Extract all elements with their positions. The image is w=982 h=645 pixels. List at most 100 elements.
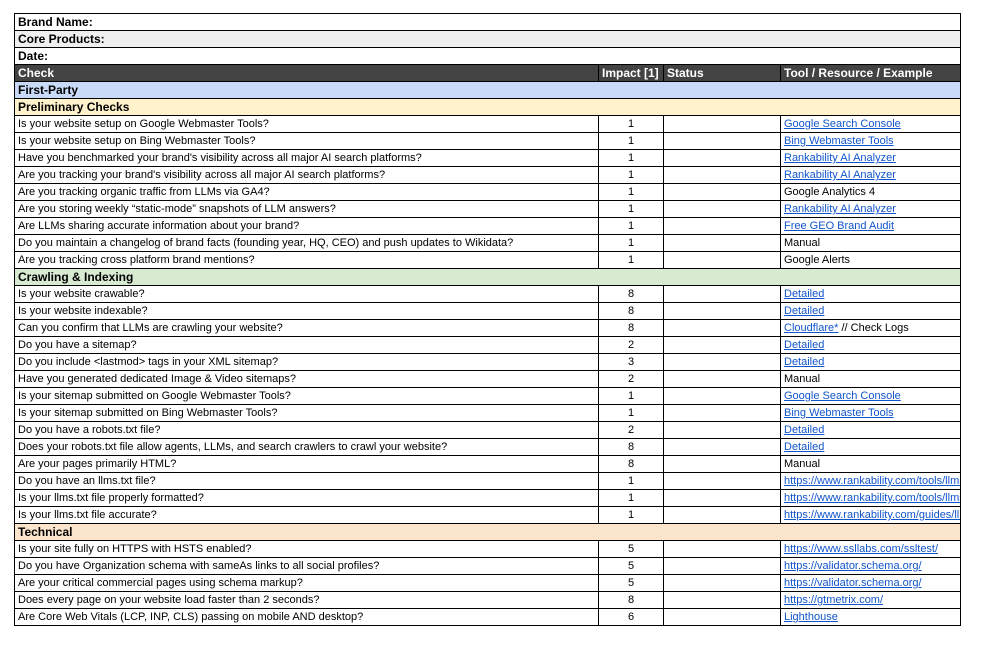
status-cell[interactable] (663, 319, 781, 337)
tool-cell: Lighthouse (780, 608, 961, 626)
check-question: Are you tracking cross platform brand me… (14, 251, 599, 269)
tool-cell: Detailed (780, 285, 961, 303)
column-header-tool: Tool / Resource / Example (780, 64, 961, 82)
tool-link[interactable]: https://validator.schema.org/ (784, 560, 922, 572)
status-cell[interactable] (663, 506, 781, 524)
status-cell[interactable] (663, 149, 781, 167)
tool-cell: Detailed (780, 336, 961, 354)
status-cell[interactable] (663, 336, 781, 354)
check-row: Are LLMs sharing accurate information ab… (14, 217, 961, 235)
tool-link[interactable]: Detailed (784, 356, 825, 368)
status-cell[interactable] (663, 591, 781, 609)
status-cell[interactable] (663, 166, 781, 184)
check-question: Are your critical commercial pages using… (14, 574, 599, 592)
impact-value: 1 (598, 132, 664, 150)
tool-text: Google Analytics 4 (784, 186, 876, 198)
check-row: Have you benchmarked your brand's visibi… (14, 149, 961, 167)
section-header-row: Preliminary Checks (14, 98, 961, 116)
status-cell[interactable] (663, 557, 781, 575)
check-question: Is your website setup on Google Webmaste… (14, 115, 599, 133)
check-question: Are you storing weekly “static-mode” sna… (14, 200, 599, 218)
tool-link[interactable]: Detailed (784, 305, 825, 317)
tool-cell: Manual (780, 455, 961, 473)
tool-link[interactable]: https://www.ssllabs.com/ssltest/ (784, 543, 939, 555)
status-cell[interactable] (663, 387, 781, 405)
tool-link[interactable]: Bing Webmaster Tools (784, 407, 894, 419)
status-cell[interactable] (663, 455, 781, 473)
status-cell[interactable] (663, 302, 781, 320)
check-row: Is your llms.txt file accurate? 1 https://… (14, 506, 961, 524)
impact-value: 5 (598, 557, 664, 575)
impact-value: 1 (598, 251, 664, 269)
section-header-crawling-indexing: Crawling & Indexing (14, 268, 961, 286)
tool-cell: Manual (780, 370, 961, 388)
check-row: Are you tracking organic traffic from LL… (14, 183, 961, 201)
impact-value: 1 (598, 472, 664, 490)
tool-cell: Detailed (780, 302, 961, 320)
status-cell[interactable] (663, 183, 781, 201)
status-cell[interactable] (663, 132, 781, 150)
impact-value: 1 (598, 166, 664, 184)
tool-link[interactable]: Lighthouse (784, 611, 838, 623)
tool-link[interactable]: https://www.rankability.com/tools/llms-t… (784, 492, 961, 504)
tool-link[interactable]: Bing Webmaster Tools (784, 135, 894, 147)
tool-link[interactable]: https://validator.schema.org/ (784, 577, 922, 589)
group-header-row: First-Party (14, 81, 961, 99)
status-cell[interactable] (663, 370, 781, 388)
tool-link[interactable]: https://gtmetrix.com/ (784, 594, 884, 606)
status-cell[interactable] (663, 472, 781, 490)
check-question: Is your sitemap submitted on Bing Webmas… (14, 404, 599, 422)
tool-link[interactable]: Rankability AI Analyzer (784, 152, 896, 164)
status-cell[interactable] (663, 489, 781, 507)
status-cell[interactable] (663, 404, 781, 422)
tool-link[interactable]: Google Search Console (784, 390, 901, 402)
tool-text: Manual (784, 237, 821, 249)
status-cell[interactable] (663, 217, 781, 235)
tool-text: Manual (784, 458, 821, 470)
tool-link[interactable]: Detailed (784, 288, 825, 300)
tool-cell: https://validator.schema.org/ (780, 557, 961, 575)
status-cell[interactable] (663, 115, 781, 133)
tool-link[interactable]: Detailed (784, 441, 825, 453)
status-cell[interactable] (663, 438, 781, 456)
status-cell[interactable] (663, 200, 781, 218)
tool-link[interactable]: https://www.rankability.com/guides/llms (784, 509, 961, 521)
check-question: Is your website crawable? (14, 285, 599, 303)
impact-value: 1 (598, 149, 664, 167)
tool-cell: Free GEO Brand Audit (780, 217, 961, 235)
status-cell[interactable] (663, 574, 781, 592)
check-question: Do you have Organization schema with sam… (14, 557, 599, 575)
impact-value: 1 (598, 183, 664, 201)
status-cell[interactable] (663, 285, 781, 303)
check-question: Is your llms.txt file accurate? (14, 506, 599, 524)
check-row: Do you include <lastmod> tags in your XM… (14, 353, 961, 371)
tool-link[interactable]: Cloudflare* (784, 322, 839, 334)
tool-link[interactable]: https://www.rankability.com/tools/llms-g (784, 475, 961, 487)
status-cell[interactable] (663, 353, 781, 371)
tool-link[interactable]: Rankability AI Analyzer (784, 203, 896, 215)
check-row: Are you storing weekly “static-mode” sna… (14, 200, 961, 218)
status-cell[interactable] (663, 421, 781, 439)
tool-cell: Rankability AI Analyzer (780, 200, 961, 218)
status-cell[interactable] (663, 234, 781, 252)
check-row: Do you have an llms.txt file? 1 https://ww… (14, 472, 961, 490)
check-question: Is your llms.txt file properly formatted… (14, 489, 599, 507)
tool-suffix: // Check Logs (838, 322, 909, 334)
tool-link[interactable]: Google Search Console (784, 118, 901, 130)
impact-value: 1 (598, 217, 664, 235)
impact-value: 1 (598, 404, 664, 422)
check-row: Can you confirm that LLMs are crawling y… (14, 319, 961, 337)
status-cell[interactable] (663, 608, 781, 626)
impact-value: 6 (598, 608, 664, 626)
impact-value: 8 (598, 285, 664, 303)
status-cell[interactable] (663, 251, 781, 269)
impact-value: 2 (598, 421, 664, 439)
check-question: Do you include <lastmod> tags in your XM… (14, 353, 599, 371)
tool-cell: Google Search Console (780, 115, 961, 133)
tool-link[interactable]: Free GEO Brand Audit (784, 220, 895, 232)
status-cell[interactable] (663, 540, 781, 558)
tool-link[interactable]: Detailed (784, 424, 825, 436)
tool-link[interactable]: Rankability AI Analyzer (784, 169, 896, 181)
tool-cell: https://validator.schema.org/ (780, 574, 961, 592)
tool-link[interactable]: Detailed (784, 339, 825, 351)
